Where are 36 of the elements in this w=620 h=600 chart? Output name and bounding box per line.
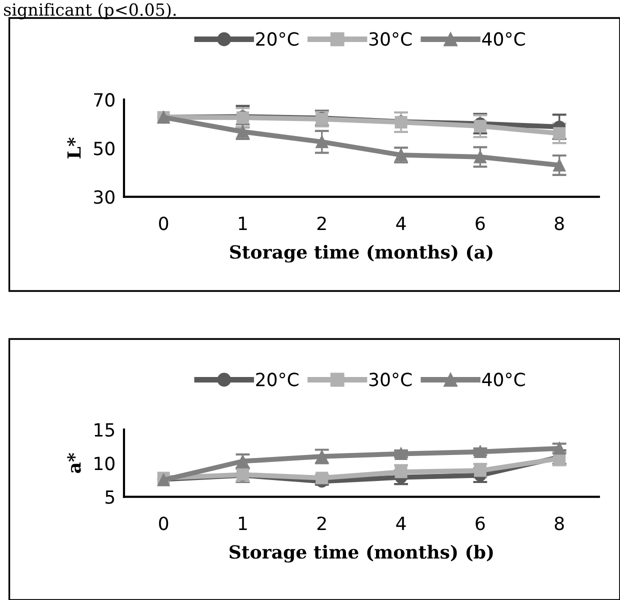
x-tick-label: 0 — [159, 516, 168, 530]
point — [474, 150, 486, 164]
y-tick-label: 15 — [94, 423, 114, 437]
x-tick-label: 1 — [238, 516, 247, 530]
x-axis-title: Storage time (months) (b) — [230, 544, 493, 563]
point — [394, 448, 408, 460]
x-tick-label: 2 — [317, 216, 326, 230]
y-tick-label: 70 — [94, 93, 114, 107]
y-tick-label: 10 — [94, 456, 114, 470]
x-tick-label: 0 — [159, 216, 168, 230]
x-tick-label: 2 — [317, 516, 326, 530]
point — [553, 158, 566, 172]
legend-label: 40°C — [482, 372, 525, 386]
legend-label: 30°C — [369, 32, 412, 46]
legend-label: 40°C — [482, 32, 525, 46]
x-axis-title: Storage time (months) (a) — [230, 244, 492, 263]
x-tick-label: 8 — [554, 216, 564, 230]
y-tick-label: 30 — [94, 190, 114, 204]
y-tick-label: 50 — [94, 142, 114, 156]
point — [316, 472, 328, 484]
point — [316, 136, 328, 148]
legend-label: 30°C — [369, 372, 412, 386]
x-tick-label: 6 — [476, 516, 485, 530]
x-tick-label: 6 — [476, 216, 485, 230]
x-tick-label: 1 — [238, 216, 247, 230]
point — [553, 127, 566, 140]
y-tick-label: 5 — [106, 490, 114, 504]
x-tick-label: 8 — [554, 516, 564, 530]
point — [474, 120, 486, 132]
legend-label: 20°C — [256, 372, 298, 386]
y-axis-title: a* — [67, 453, 81, 474]
x-tick-label: 4 — [396, 516, 406, 530]
x-tick-label: 4 — [396, 216, 406, 230]
y-axis-title: L* — [67, 138, 81, 158]
legend-label: 20°C — [256, 32, 298, 46]
text: significant (p<0.05). — [4, 3, 176, 20]
